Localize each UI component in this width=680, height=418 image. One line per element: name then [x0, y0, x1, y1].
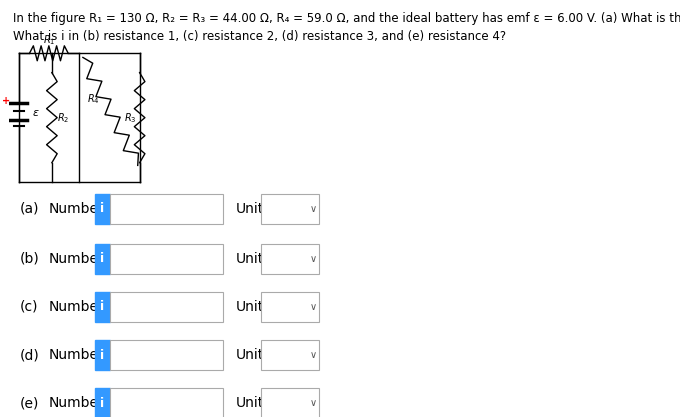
Text: (b): (b) [20, 252, 39, 266]
FancyBboxPatch shape [260, 194, 320, 224]
Text: Units: Units [236, 202, 271, 216]
Text: In the figure R₁ = 130 Ω, R₂ = R₃ = 44.00 Ω, R₄ = 59.0 Ω, and the ideal battery : In the figure R₁ = 130 Ω, R₂ = R₃ = 44.0… [13, 12, 680, 25]
FancyBboxPatch shape [109, 244, 223, 274]
Text: $R_4$: $R_4$ [87, 92, 100, 106]
Text: (a): (a) [20, 202, 39, 216]
Text: (e): (e) [20, 396, 39, 410]
Text: Number: Number [49, 252, 105, 266]
FancyBboxPatch shape [260, 292, 320, 321]
Text: Number: Number [49, 396, 105, 410]
FancyBboxPatch shape [95, 340, 109, 370]
Text: Units: Units [236, 396, 271, 410]
Text: ∨: ∨ [310, 350, 317, 360]
FancyBboxPatch shape [109, 292, 223, 321]
Text: Units: Units [236, 252, 271, 266]
Text: Number: Number [49, 300, 105, 314]
Text: i: i [101, 202, 105, 216]
FancyBboxPatch shape [109, 340, 223, 370]
FancyBboxPatch shape [260, 388, 320, 418]
Text: i: i [101, 300, 105, 313]
Text: i: i [101, 349, 105, 362]
Text: ∨: ∨ [310, 301, 317, 311]
Text: ∨: ∨ [310, 204, 317, 214]
Text: $R_3$: $R_3$ [124, 111, 136, 125]
Text: ∨: ∨ [310, 398, 317, 408]
Text: $\varepsilon$: $\varepsilon$ [32, 109, 39, 118]
FancyBboxPatch shape [95, 244, 109, 274]
Text: Units: Units [236, 348, 271, 362]
FancyBboxPatch shape [109, 194, 223, 224]
Text: Number: Number [49, 348, 105, 362]
Text: (d): (d) [20, 348, 39, 362]
FancyBboxPatch shape [95, 388, 109, 418]
Text: Units: Units [236, 300, 271, 314]
FancyBboxPatch shape [260, 244, 320, 274]
Text: i: i [101, 397, 105, 410]
Text: Number: Number [49, 202, 105, 216]
Text: What is i in (b) resistance 1, (c) resistance 2, (d) resistance 3, and (e) resis: What is i in (b) resistance 1, (c) resis… [13, 30, 506, 43]
FancyBboxPatch shape [95, 194, 109, 224]
FancyBboxPatch shape [109, 388, 223, 418]
FancyBboxPatch shape [95, 292, 109, 321]
Text: (c): (c) [20, 300, 38, 314]
Text: ∨: ∨ [310, 254, 317, 264]
Text: $R_1$: $R_1$ [43, 33, 55, 47]
FancyBboxPatch shape [260, 340, 320, 370]
Text: +: + [3, 96, 11, 106]
Text: $R_2$: $R_2$ [57, 111, 69, 125]
Text: i: i [101, 252, 105, 265]
